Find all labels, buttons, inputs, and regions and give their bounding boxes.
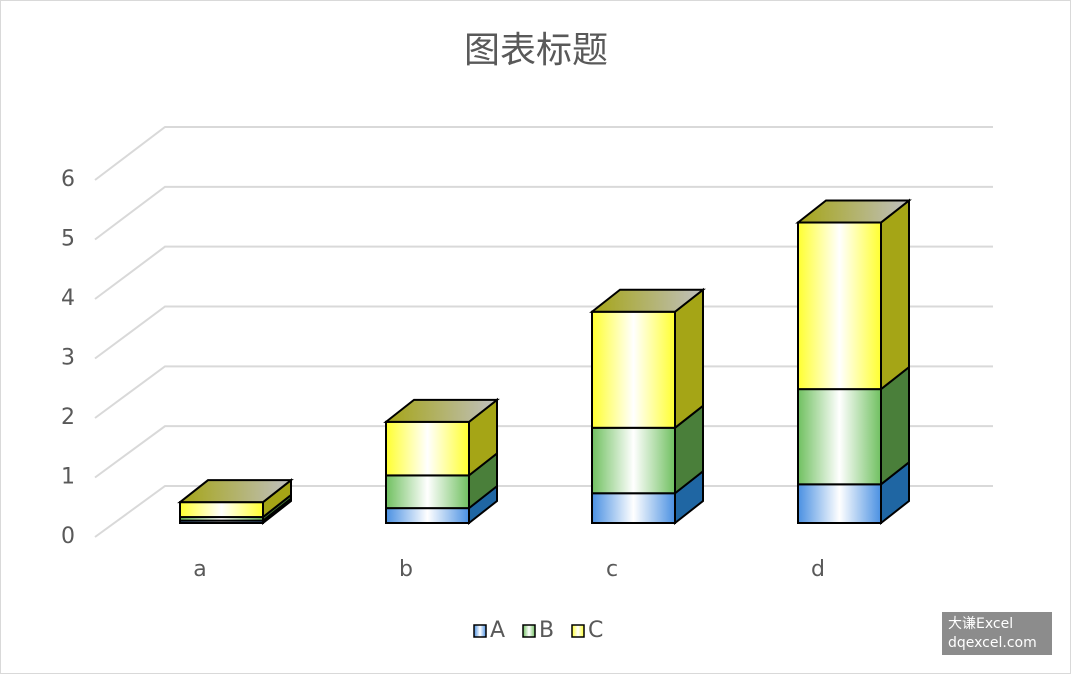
grid-line xyxy=(94,365,993,419)
grid-line xyxy=(94,245,993,300)
bar-segment xyxy=(797,365,910,487)
bar-front xyxy=(591,426,676,495)
legend-label: A xyxy=(490,618,505,643)
y-tick-label: 0 xyxy=(61,524,75,549)
bar-front xyxy=(797,388,882,486)
y-tick-label: 5 xyxy=(61,227,75,252)
bar-segment xyxy=(383,397,500,478)
x-tick-label: d xyxy=(811,557,825,582)
grid-line xyxy=(94,305,993,360)
bar-segment xyxy=(795,198,912,392)
bar-top xyxy=(589,288,706,313)
bar-front xyxy=(591,492,676,524)
legend-swatch xyxy=(522,624,536,638)
y-tick-label: 6 xyxy=(61,167,75,192)
bar-segment xyxy=(797,460,910,526)
bar-front xyxy=(385,420,470,477)
grid-line xyxy=(94,126,993,181)
bar-top xyxy=(383,398,500,423)
bar-front xyxy=(385,507,470,524)
bar-segment xyxy=(177,478,294,520)
grid-line xyxy=(94,425,993,479)
y-tick-label: 4 xyxy=(61,286,75,311)
bar-top xyxy=(177,479,294,504)
x-tick-label: a xyxy=(193,557,206,582)
watermark-line: 大谦Excel xyxy=(948,616,1014,632)
bar-front xyxy=(385,474,470,510)
watermark-line: dqexcel.com xyxy=(948,635,1037,651)
y-tick-label: 2 xyxy=(61,405,75,430)
bar-segment xyxy=(589,287,706,430)
legend-label: B xyxy=(539,618,554,643)
bar-front xyxy=(591,310,676,429)
grid-line xyxy=(94,185,993,241)
bar-front xyxy=(797,221,882,391)
bar-top xyxy=(795,199,912,224)
bar-side xyxy=(674,287,704,430)
bar-front xyxy=(179,501,264,519)
x-tick-label: b xyxy=(399,557,413,582)
chart-title: 图表标题 xyxy=(464,30,608,71)
legend-swatch xyxy=(571,624,585,638)
y-tick-label: 1 xyxy=(61,465,75,490)
bar-front xyxy=(797,483,882,525)
legend-label: C xyxy=(588,618,603,643)
y-tick-label: 3 xyxy=(61,346,75,371)
x-tick-label: c xyxy=(606,557,618,582)
bar-segment xyxy=(385,451,498,511)
watermark: 大谦Excel dqexcel.com xyxy=(942,612,1052,655)
bar-side xyxy=(880,198,910,392)
legend-swatch xyxy=(473,624,487,638)
grid-line xyxy=(94,485,993,538)
bar-segment xyxy=(591,403,704,496)
